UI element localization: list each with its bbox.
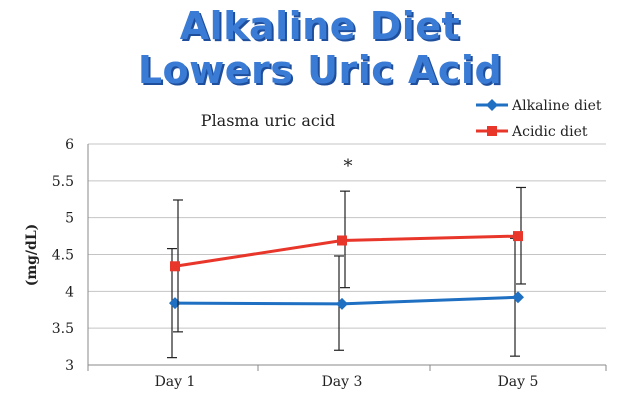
legend-label: Acidic diet — [511, 124, 588, 140]
x-tick-label: Day 3 — [322, 374, 363, 390]
y-tick-label: 3 — [65, 358, 74, 374]
x-tick-label: Day 1 — [155, 374, 196, 390]
data-point — [337, 235, 347, 246]
legend-swatch-marker — [486, 99, 498, 111]
data-point — [170, 261, 180, 272]
data-point — [169, 297, 181, 310]
y-tick-label: 3.5 — [52, 321, 74, 337]
y-axis-label: (mg/dL) — [24, 224, 40, 287]
legend-label: Alkaline diet — [511, 98, 602, 114]
headline-line-1: Alkaline Diet — [179, 4, 461, 48]
legend-swatch-marker — [487, 126, 497, 136]
y-tick-label: 4 — [65, 284, 74, 300]
y-tick-label: 5 — [65, 211, 74, 227]
data-point — [512, 291, 524, 304]
x-tick-label: Day 5 — [498, 374, 539, 390]
y-tick-label: 5.5 — [52, 174, 74, 190]
data-point — [513, 231, 523, 242]
data-point — [336, 297, 348, 310]
chart-title: Plasma uric acid — [201, 111, 335, 130]
y-tick-label: 4.5 — [52, 248, 74, 264]
y-tick-label: 6 — [65, 137, 74, 153]
headline-line-2: Lowers Uric Acid — [137, 48, 503, 92]
significance-marker: * — [344, 156, 353, 177]
